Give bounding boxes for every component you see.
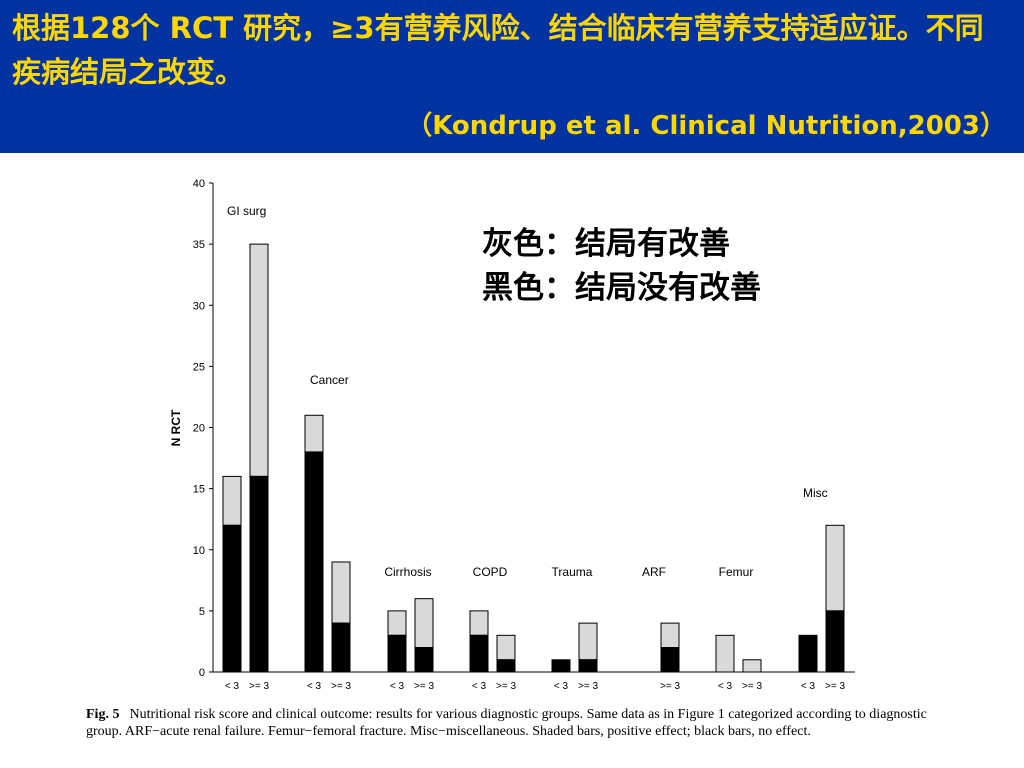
bar-positive-segment (414, 598, 434, 649)
x-tick-label: < 3 (472, 681, 487, 692)
y-tick-label: 40 (193, 178, 205, 190)
bar-positive-segment (742, 659, 762, 673)
y-tick-label: 5 (199, 606, 205, 618)
slide-header: 根据128个 RCT 研究，≥3有营养风险、结合临床有营养支持适应证。不同疾病结… (0, 0, 1024, 153)
caption-text: Nutritional risk score and clinical outc… (86, 707, 927, 739)
group-label: Trauma (552, 565, 593, 579)
bar-positive-segment (469, 610, 489, 636)
legend-black: 黑色：结局没有改善 (482, 270, 761, 306)
bar-no-effect-segment (222, 524, 242, 673)
bar-no-effect-segment (660, 647, 680, 673)
citation: （Kondrup et al. Clinical Nutrition,2003） (406, 111, 1006, 141)
bar-positive-segment (222, 475, 242, 526)
bar-positive-segment (304, 414, 324, 453)
group-label: Misc (803, 486, 828, 500)
group-label: GI surg (227, 204, 266, 218)
bar-no-effect-segment (304, 451, 324, 673)
slide-title: 根据128个 RCT 研究，≥3有营养风险、结合临床有营养支持适应证。不同疾病结… (12, 11, 984, 89)
x-tick-label: < 3 (801, 681, 816, 692)
y-tick-label: 25 (193, 361, 205, 373)
figure-caption: Fig. 5 Nutritional risk score and clinica… (86, 706, 956, 740)
bar-no-effect-segment (496, 659, 516, 673)
x-tick-label: >= 3 (660, 681, 680, 692)
bar-no-effect-segment (798, 634, 818, 673)
caption-label: Fig. 5 (86, 707, 120, 722)
chart-labels: < 3 >= 3 GI surg < 3 >= 3 Cancer < 3 >= 3 Cirrho… (225, 204, 846, 692)
x-tick-label: >= 3 (414, 681, 434, 692)
x-tick-label: < 3 (718, 681, 733, 692)
x-tick-label: >= 3 (825, 681, 845, 692)
y-tick-label: 35 (193, 239, 205, 251)
bar-no-effect-segment (414, 647, 434, 673)
group-label: Femur (719, 565, 754, 579)
group-label: Cirrhosis (384, 565, 431, 579)
bar-positive-segment (715, 634, 735, 673)
x-tick-label: < 3 (225, 681, 240, 692)
bar-chart: 0 5 10 15 20 25 30 35 40 N RCT < 3 >= 3 GI surg < 3 >… (169, 178, 855, 692)
bar-positive-segment (387, 610, 407, 636)
y-tick-label: 30 (193, 300, 205, 312)
group-label: Cancer (310, 373, 349, 387)
bar-positive-segment (496, 634, 516, 661)
bar-no-effect-segment (551, 659, 571, 673)
color-legend: 灰色：结局有改善 黑色：结局没有改善 (482, 222, 761, 310)
bar-no-effect-segment (387, 634, 407, 673)
bar-no-effect-segment (331, 622, 351, 673)
y-tick-label: 10 (193, 545, 205, 557)
bar-positive-segment (249, 243, 269, 477)
bar-positive-segment (660, 622, 680, 649)
bar-no-effect-segment (825, 610, 845, 673)
bar-positive-segment (825, 524, 845, 612)
x-tick-label: >= 3 (331, 681, 351, 692)
y-tick-label: 15 (193, 484, 205, 496)
bar-positive-segment (578, 622, 598, 661)
bar-no-effect-segment (469, 634, 489, 673)
bar-no-effect-segment (249, 475, 269, 673)
x-tick-label: < 3 (307, 681, 322, 692)
group-label: COPD (473, 565, 508, 579)
bar-positive-segment (331, 561, 351, 624)
group-label: ARF (642, 565, 666, 579)
y-tick-label: 0 (199, 667, 205, 679)
chart-bars (222, 243, 845, 673)
bar-no-effect-segment (578, 659, 598, 673)
x-tick-label: < 3 (390, 681, 405, 692)
x-tick-label: < 3 (554, 681, 569, 692)
y-tick-label: 20 (193, 423, 205, 435)
x-tick-label: >= 3 (496, 681, 516, 692)
x-tick-label: >= 3 (742, 681, 762, 692)
x-tick-label: >= 3 (578, 681, 598, 692)
legend-gray: 灰色：结局有改善 (482, 226, 730, 262)
y-axis-label: N RCT (169, 409, 183, 446)
x-tick-label: >= 3 (249, 681, 269, 692)
